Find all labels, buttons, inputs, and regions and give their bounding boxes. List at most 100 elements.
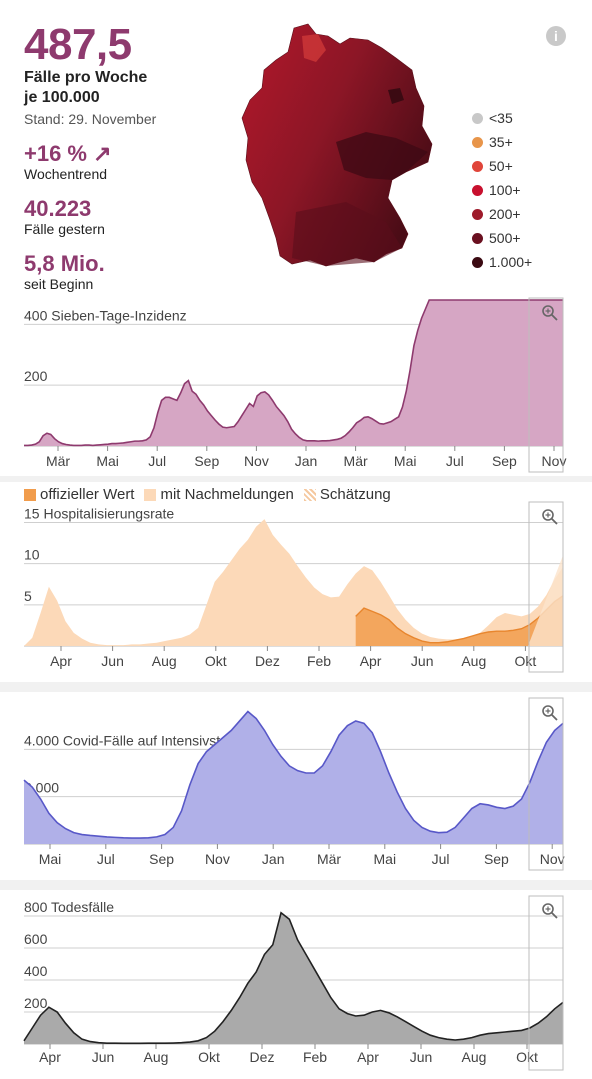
incidence-label: Fälle pro Woche xyxy=(24,69,148,86)
legend-swatch xyxy=(472,184,483,196)
cases-yesterday-label: Fälle gestern xyxy=(24,221,105,237)
y-tick-label: 200 xyxy=(24,368,48,384)
trend-label: Wochentrend xyxy=(24,166,108,182)
x-tick-label: Jul xyxy=(432,851,450,867)
area xyxy=(24,912,563,1044)
x-tick-label: Sep xyxy=(492,453,517,469)
trend-arrow-icon: ↗ xyxy=(93,141,112,166)
x-tick-label: Jun xyxy=(92,1049,115,1065)
x-tick-label: Okt xyxy=(516,1049,538,1065)
x-tick-label: Dez xyxy=(250,1049,275,1065)
area-line xyxy=(23,710,564,839)
x-tick-label: Jun xyxy=(101,653,124,669)
section-divider xyxy=(0,880,592,890)
legend-item: 200+ xyxy=(472,202,532,226)
hospitalisation-chart[interactable]: 5 10 15 Hospitalisierungsrate Apr Jun Aug Okt D… xyxy=(0,500,592,676)
zoom-icon-handle xyxy=(551,912,558,919)
section-divider xyxy=(0,476,592,482)
legend-item: 1.000+ xyxy=(472,250,532,274)
cases-yesterday-value: 40.223 xyxy=(24,196,92,221)
series-area xyxy=(355,595,563,646)
x-tick-label: Jul xyxy=(97,851,115,867)
y-tick-label: 10 xyxy=(24,547,40,563)
x-tick-label: Sep xyxy=(194,453,219,469)
x-tick-label: Feb xyxy=(303,1049,327,1065)
map-legend: <35 35+ 50+ 100+ 200+ 500+ 1.000+ xyxy=(472,106,532,274)
x-tick-label: Okt xyxy=(205,653,227,669)
x-tick-label: Apr xyxy=(360,653,382,669)
estimate-area xyxy=(528,555,563,646)
hosp-legend-swatch xyxy=(144,488,157,501)
legend-swatch xyxy=(472,112,483,124)
south-region xyxy=(292,202,402,266)
east-region xyxy=(336,132,428,180)
deaths-chart[interactable]: 200 400 600 800 Todesfälle Apr Jun Aug Okt Dez Fe… xyxy=(0,894,592,1074)
x-tick-label: Mai xyxy=(374,851,397,867)
incidence-chart[interactable]: 200 400 Sieben-Tage-Inzidenz Mär Mai Jul Sep N… xyxy=(0,296,592,476)
zoom-frame xyxy=(528,895,564,1071)
x-tick-label: Aug xyxy=(144,1049,169,1065)
legend-swatch xyxy=(472,232,483,244)
x-tick-label: Mai xyxy=(39,851,62,867)
zoom-icon[interactable] xyxy=(542,305,558,321)
zoom-icon[interactable] xyxy=(542,705,558,721)
y-tick-label: 200 xyxy=(24,995,48,1011)
legend-item: 50+ xyxy=(472,154,532,178)
info-icon[interactable]: i xyxy=(546,26,566,46)
zoom-icon[interactable] xyxy=(542,509,558,525)
y-tick-label: 4.000 Covid-Fälle auf Intensivstation xyxy=(24,732,250,748)
area-line xyxy=(23,911,564,1045)
zoom-icon-handle xyxy=(551,714,558,721)
x-tick-label: Aug xyxy=(462,1049,487,1065)
zoom-icon-lens xyxy=(542,509,554,521)
legend-item: <35 xyxy=(472,106,532,130)
x-tick-label: Mai xyxy=(96,453,119,469)
y-tick-label: 600 xyxy=(24,931,48,947)
hosp-legend: offizieller Wert mit Nachmeldungen Schät… xyxy=(24,486,401,503)
incidence-value: 487,5 xyxy=(24,20,132,69)
x-tick-label: Nov xyxy=(244,453,269,469)
germany-map[interactable] xyxy=(236,22,446,278)
zoom-icon-lens xyxy=(542,705,554,717)
x-tick-label: Apr xyxy=(357,1049,379,1065)
x-tick-label: Feb xyxy=(307,653,331,669)
trend-value: +16 % ↗ xyxy=(24,142,234,166)
legend-label: 35+ xyxy=(489,134,513,150)
x-tick-label: Nov xyxy=(205,851,230,867)
x-tick-label: Sep xyxy=(149,851,174,867)
hosp-legend-item: offizieller Wert xyxy=(24,486,134,503)
total-cases-label: seit Beginn xyxy=(24,276,94,292)
hosp-legend-item: mit Nachmeldungen xyxy=(144,486,294,503)
legend-label: 50+ xyxy=(489,158,513,174)
x-tick-label: Jan xyxy=(295,453,318,469)
x-tick-label: Jan xyxy=(262,851,285,867)
legend-item: 500+ xyxy=(472,226,532,250)
legend-swatch xyxy=(472,136,483,148)
x-tick-label: Mär xyxy=(344,453,368,469)
legend-label: <35 xyxy=(489,110,513,126)
x-tick-label: Mär xyxy=(46,453,70,469)
hosp-legend-swatch xyxy=(303,488,316,501)
zoom-icon-handle xyxy=(551,314,558,321)
legend-label: 100+ xyxy=(489,182,521,198)
hosp-legend-label: mit Nachmeldungen xyxy=(160,486,294,503)
berlin-region xyxy=(388,88,404,104)
x-tick-label: Apr xyxy=(50,653,72,669)
trend-percent: +16 % xyxy=(24,141,87,166)
zoom-icon-handle xyxy=(551,518,558,525)
stats-panel: 487,5 Fälle pro Woche je 100.000 Stand: … xyxy=(24,22,234,293)
y-tick-label: 400 xyxy=(24,963,48,979)
incidence-label-2: je 100.000 xyxy=(24,89,100,106)
zoom-frame xyxy=(528,297,564,473)
zoom-icon[interactable] xyxy=(542,903,558,919)
x-tick-label: Apr xyxy=(39,1049,61,1065)
area xyxy=(24,711,563,844)
x-tick-label: Aug xyxy=(152,653,177,669)
x-tick-label: Okt xyxy=(198,1049,220,1065)
legend-swatch xyxy=(472,256,483,268)
legend-swatch xyxy=(472,160,483,172)
x-tick-label: Mär xyxy=(317,851,341,867)
hosp-legend-swatch xyxy=(24,488,36,501)
x-tick-label: Mai xyxy=(394,453,417,469)
